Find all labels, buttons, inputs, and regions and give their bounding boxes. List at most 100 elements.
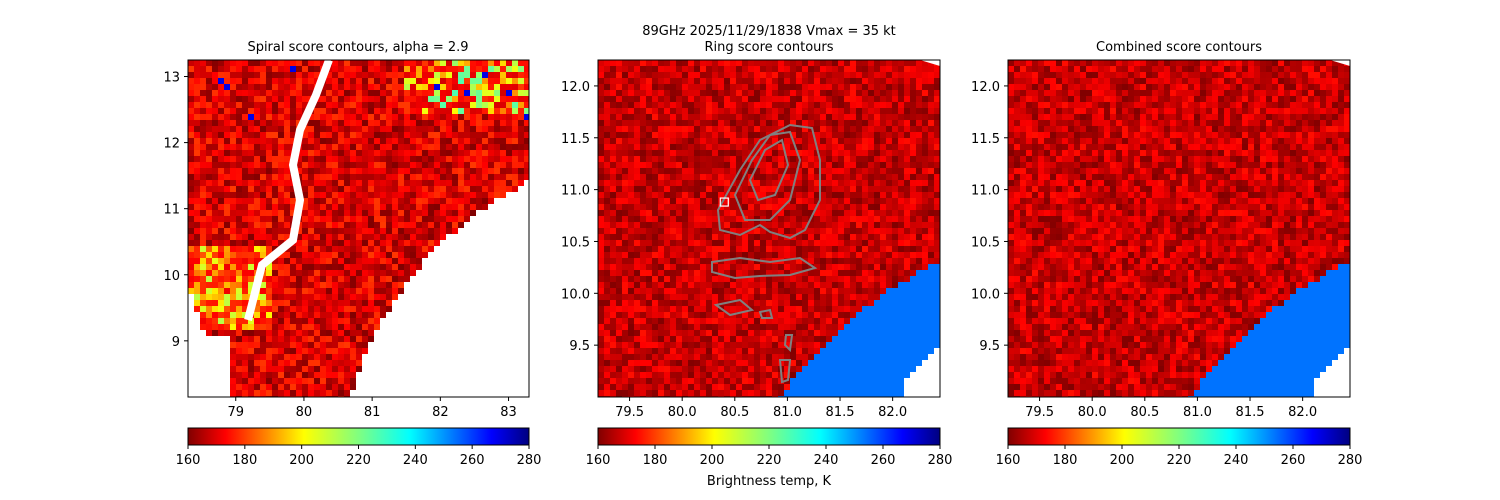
pixel — [308, 174, 314, 180]
pixel — [458, 150, 464, 156]
pixel — [362, 348, 368, 354]
pixel — [236, 138, 242, 144]
pixel — [748, 78, 754, 84]
pixel — [284, 156, 290, 162]
pixel — [718, 84, 724, 90]
pixel — [350, 120, 356, 126]
pixel — [856, 264, 862, 270]
pixel — [248, 96, 254, 102]
pixel — [266, 378, 272, 384]
pixel — [850, 348, 856, 354]
pixel — [290, 306, 296, 312]
pixel — [368, 318, 374, 324]
pixel — [778, 114, 784, 120]
pixel — [326, 228, 332, 234]
pixel — [350, 366, 356, 372]
pixel — [616, 204, 622, 210]
pixel — [766, 60, 772, 66]
pixel — [676, 300, 682, 306]
pixel — [628, 252, 634, 258]
pixel — [332, 336, 338, 342]
pixel — [212, 186, 218, 192]
pixel — [664, 132, 670, 138]
pixel — [760, 270, 766, 276]
pixel — [314, 132, 320, 138]
pixel — [512, 174, 518, 180]
pixel — [290, 252, 296, 258]
pixel — [266, 192, 272, 198]
pixel — [326, 72, 332, 78]
pixel — [404, 102, 410, 108]
pixel — [218, 126, 224, 132]
pixel — [730, 360, 736, 366]
pixel — [754, 282, 760, 288]
pixel — [278, 192, 284, 198]
pixel — [772, 312, 778, 318]
pixel — [808, 252, 814, 258]
pixel — [832, 72, 838, 78]
pixel — [772, 264, 778, 270]
pixel — [278, 312, 284, 318]
pixel — [416, 192, 422, 198]
y-tick-label: 9 — [172, 335, 180, 350]
pixel — [652, 60, 658, 66]
pixel — [212, 312, 218, 318]
pixel — [754, 126, 760, 132]
pixel — [814, 246, 820, 252]
pixel — [706, 294, 712, 300]
pixel — [404, 246, 410, 252]
pixel — [856, 252, 862, 258]
pixel — [784, 84, 790, 90]
pixel — [236, 318, 242, 324]
pixel — [218, 78, 224, 84]
pixel — [652, 366, 658, 372]
pixel — [230, 60, 236, 66]
pixel — [524, 78, 529, 84]
pixel — [338, 150, 344, 156]
pixel — [748, 354, 754, 360]
pixel — [700, 336, 706, 342]
pixel — [664, 162, 670, 168]
pixel — [440, 66, 446, 72]
pixel — [200, 258, 206, 264]
pixel — [188, 156, 194, 162]
pixel — [362, 84, 368, 90]
pixel — [802, 366, 808, 372]
pixel — [380, 246, 386, 252]
pixel — [826, 72, 832, 78]
pixel — [338, 252, 344, 258]
pixel — [326, 246, 332, 252]
pixel — [350, 162, 356, 168]
pixel — [302, 294, 308, 300]
pixel — [790, 240, 796, 246]
pixel — [296, 318, 302, 324]
pixel — [320, 294, 326, 300]
pixel — [338, 90, 344, 96]
pixel — [422, 252, 428, 258]
pixel — [404, 210, 410, 216]
pixel — [628, 60, 634, 66]
pixel — [694, 372, 700, 378]
pixel — [772, 60, 778, 66]
pixel — [248, 174, 254, 180]
pixel — [398, 114, 404, 120]
pixel — [248, 348, 254, 354]
pixel — [344, 162, 350, 168]
pixel — [374, 288, 380, 294]
pixel — [314, 378, 320, 384]
pixel — [784, 258, 790, 264]
pixel — [628, 384, 634, 390]
pixel — [254, 246, 260, 252]
pixel — [266, 216, 272, 222]
pixel — [212, 126, 218, 132]
pixel — [392, 72, 398, 78]
pixel — [814, 72, 820, 78]
pixel — [784, 96, 790, 102]
pixel — [736, 156, 742, 162]
pixel — [694, 138, 700, 144]
pixel — [290, 300, 296, 306]
pixel — [688, 348, 694, 354]
pixel — [302, 330, 308, 336]
pixel — [682, 78, 688, 84]
pixel — [218, 96, 224, 102]
